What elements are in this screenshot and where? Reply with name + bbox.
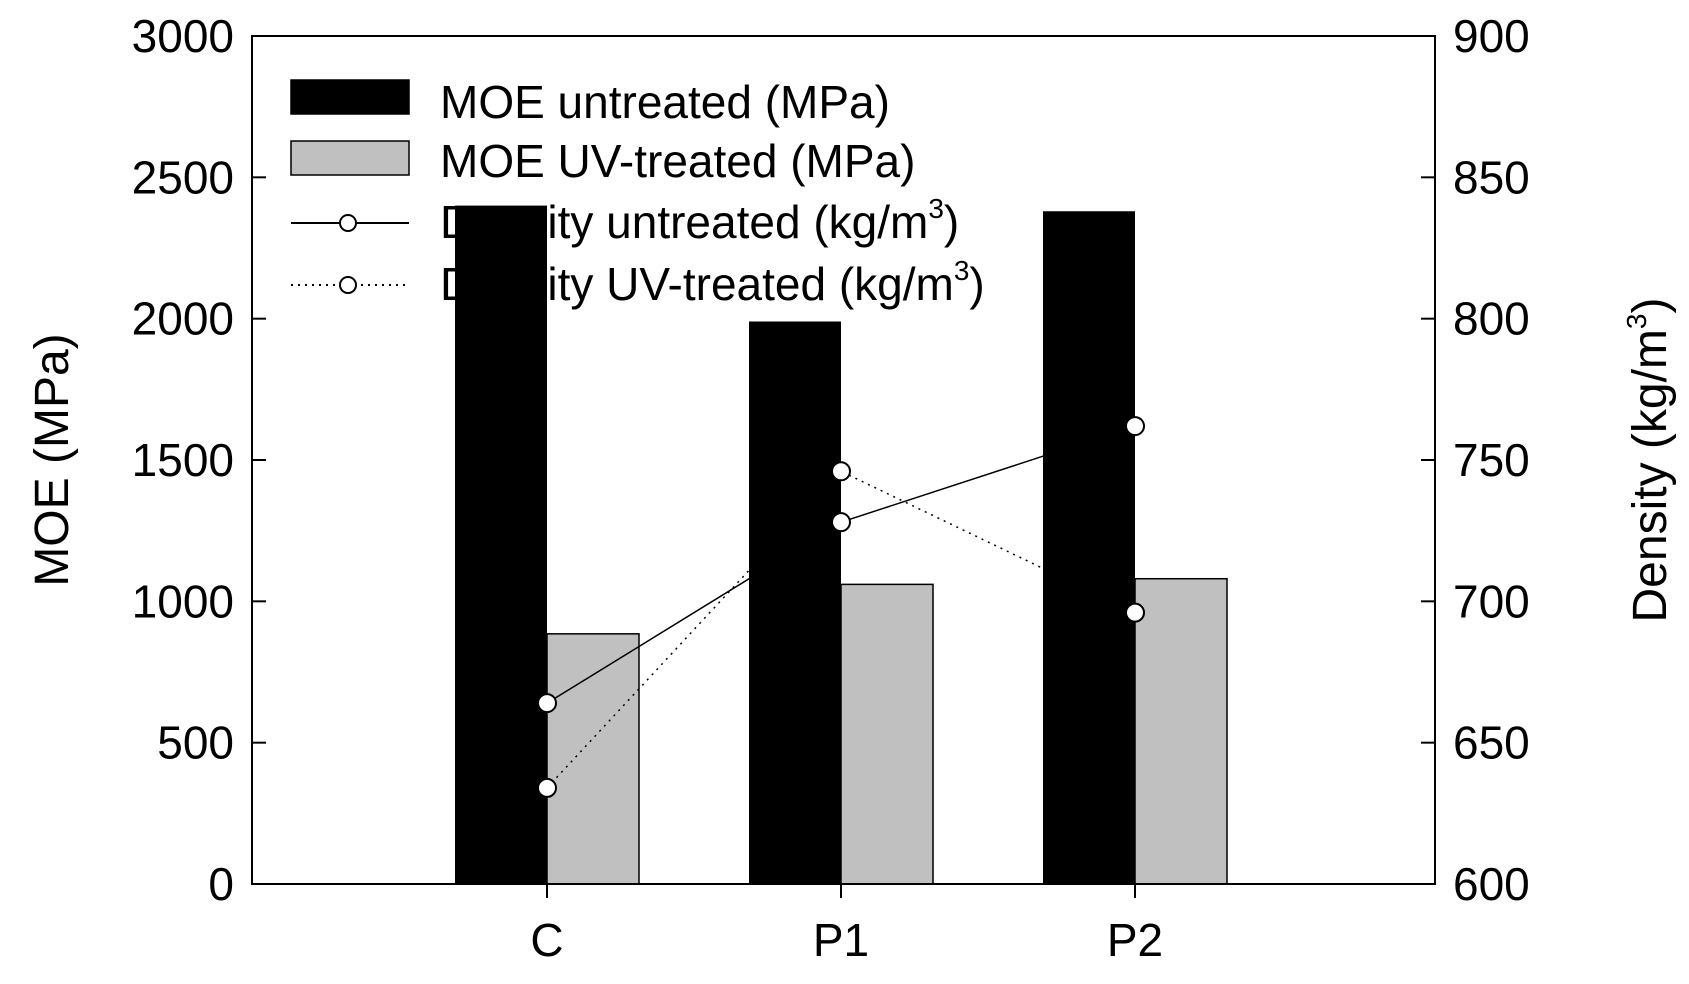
bar-moe-untreated-p1 [749, 321, 841, 884]
lines-layer [537, 416, 1145, 798]
marker-density-untreated-p2 [1125, 416, 1145, 437]
legend-marker-density-untreated [339, 214, 357, 232]
marker-density-uv-treated-p2 [1125, 602, 1145, 623]
right-tick-label-650: 650 [1453, 717, 1530, 769]
left-tick-label-500: 500 [157, 717, 234, 769]
x-tick-label-p1: P1 [813, 914, 869, 966]
left-tick-label-3000: 3000 [132, 10, 234, 62]
legend: MOE untreated (MPa) MOE UV-treated (MPa)… [290, 76, 985, 310]
left-axis-title: MOE (MPa) [26, 333, 79, 586]
marker-density-uv-treated-p1 [831, 461, 851, 482]
legend-label-density-untreated: Density untreated (kg/m3) [440, 193, 959, 248]
left-tick-label-2500: 2500 [132, 151, 234, 203]
left-tick-label-1500: 1500 [132, 434, 234, 486]
right-tick-label-700: 700 [1453, 575, 1530, 627]
bar-moe-untreated-p2 [1043, 211, 1135, 885]
marker-density-untreated-c [537, 693, 557, 714]
right-tick-label-600: 600 [1453, 858, 1530, 910]
x-axis-ticks: C P1 P2 [530, 884, 1163, 966]
marker-density-untreated-p1 [831, 512, 851, 533]
left-tick-label-2000: 2000 [132, 293, 234, 345]
right-axis-ticks: 600 650 700 750 800 850 900 [1421, 10, 1530, 910]
legend-label-moe-untreated: MOE untreated (MPa) [440, 76, 890, 128]
legend-label-moe-uv-treated: MOE UV-treated (MPa) [440, 135, 915, 187]
x-tick-label-p2: P2 [1107, 914, 1163, 966]
marker-density-uv-treated-c [537, 777, 557, 798]
legend-label-density-uv-treated: Density UV-treated (kg/m3) [440, 255, 985, 310]
right-tick-label-900: 900 [1453, 10, 1530, 62]
right-tick-label-750: 750 [1453, 434, 1530, 486]
right-tick-label-850: 850 [1453, 151, 1530, 203]
left-tick-label-1000: 1000 [132, 575, 234, 627]
bar-moe-untreated-c [455, 205, 547, 885]
x-tick-label-c: C [530, 914, 563, 966]
legend-swatch-moe-untreated [290, 79, 410, 115]
bar-moe-uv-treated-p1 [840, 583, 934, 885]
legend-swatch-moe-uv-treated [290, 140, 410, 176]
legend-marker-density-uv-treated [339, 276, 357, 294]
left-tick-label-0: 0 [208, 858, 234, 910]
bar-moe-uv-treated-c [546, 633, 640, 885]
left-axis-ticks: 0 500 1000 1500 2000 2500 3000 [132, 10, 266, 910]
bar-moe-uv-treated-p2 [1134, 577, 1228, 885]
right-tick-label-800: 800 [1453, 293, 1530, 345]
right-axis-title: Density (kg/m3) [1621, 298, 1677, 623]
